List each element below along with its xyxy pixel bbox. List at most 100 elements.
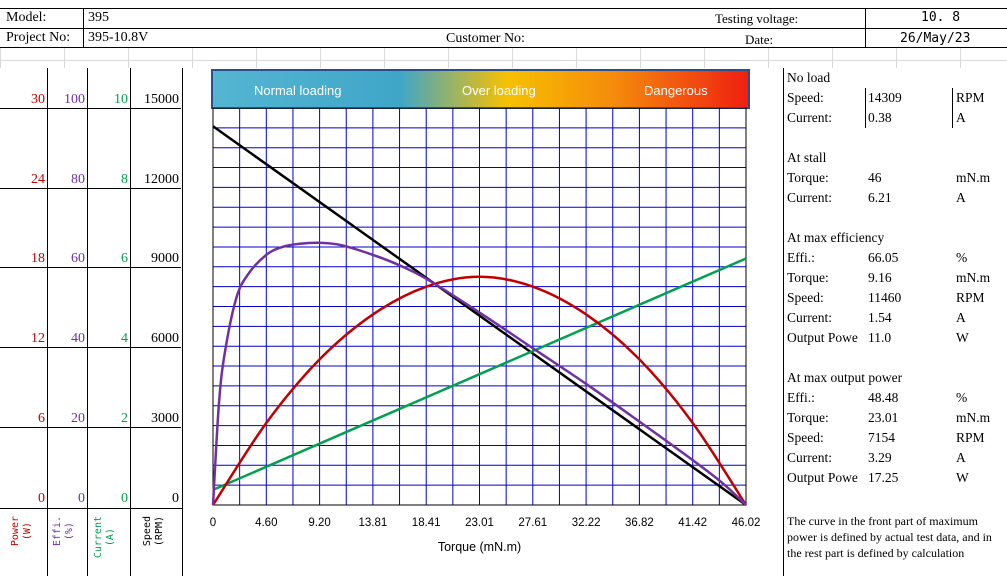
x-tick-label: 27.61 bbox=[518, 517, 547, 529]
speed-tick: 0 bbox=[172, 491, 179, 506]
maxpow-speed-unit: RPM bbox=[956, 430, 985, 445]
maxpow-speed-value: 7154 bbox=[868, 430, 895, 445]
axis-row-divider bbox=[47, 108, 87, 109]
noload-title: No load bbox=[787, 70, 831, 85]
model-value: 395 bbox=[88, 10, 109, 25]
x-tick-label: 0 bbox=[210, 517, 216, 529]
stall-title: At stall bbox=[787, 150, 827, 165]
maxpow-current-label: Current: bbox=[787, 450, 832, 465]
model-label: Model: bbox=[6, 10, 47, 25]
x-tick-label: 4.60 bbox=[255, 517, 277, 529]
speed-tick: 12000 bbox=[144, 172, 179, 187]
maxpow-effi-unit: % bbox=[956, 390, 968, 405]
current-tick: 8 bbox=[121, 172, 128, 187]
project-value: 395-10.8V bbox=[88, 30, 149, 45]
maxeff-torque-value: 9.16 bbox=[868, 270, 892, 285]
calculation-note: The curve in the front part of maximum p… bbox=[787, 514, 992, 560]
maxpow-title: At max output power bbox=[787, 370, 903, 385]
axis-row-divider bbox=[0, 267, 47, 268]
power-tick: 30 bbox=[31, 92, 45, 107]
stall-torque-label: Torque: bbox=[787, 170, 829, 185]
x-tick-label: 23.01 bbox=[465, 517, 494, 529]
maxpow-effi-value: 48.48 bbox=[868, 390, 899, 405]
maxeff-torque-label: Torque: bbox=[787, 270, 829, 285]
axis-row-divider bbox=[0, 188, 47, 189]
effi-tick: 20 bbox=[71, 411, 85, 426]
date-label: Date: bbox=[745, 32, 774, 47]
noload-current-label: Current: bbox=[787, 110, 832, 125]
axis-row-divider bbox=[47, 427, 87, 428]
stall-current-label: Current: bbox=[787, 190, 832, 205]
current-axis-name: Current (A) bbox=[93, 516, 116, 559]
current-tick: 10 bbox=[114, 92, 128, 107]
noload-speed-label: Speed: bbox=[787, 90, 824, 105]
maxeff-speed-label: Speed: bbox=[787, 290, 824, 305]
series-line-power bbox=[211, 275, 748, 506]
axis-row-divider bbox=[0, 347, 47, 348]
maxpow-power-unit: W bbox=[956, 470, 969, 485]
series-line-efficiency bbox=[211, 241, 747, 506]
power-tick: 0 bbox=[38, 491, 45, 506]
axis-row-divider bbox=[130, 267, 181, 268]
plot-frame bbox=[212, 108, 747, 506]
maxeff-current-unit: A bbox=[956, 310, 966, 325]
axis-row-divider bbox=[130, 347, 181, 348]
noload-speed-unit: RPM bbox=[956, 90, 985, 105]
noload-current-unit: A bbox=[956, 110, 966, 125]
maxpow-current-value: 3.29 bbox=[868, 450, 892, 465]
maxeff-effi-unit: % bbox=[956, 250, 968, 265]
axis-row-divider bbox=[87, 427, 130, 428]
power-tick: 12 bbox=[31, 331, 45, 346]
current-tick: 4 bbox=[121, 331, 128, 346]
x-tick-label: 41.42 bbox=[678, 517, 707, 529]
voltage-label: Testing voltage: bbox=[715, 11, 799, 26]
axis-row-divider bbox=[47, 267, 87, 268]
x-tick-label: 9.20 bbox=[308, 517, 330, 529]
maxpow-torque-unit: mN.m bbox=[956, 410, 991, 425]
normal-loading-label: Normal loading bbox=[254, 83, 342, 98]
chart-background bbox=[183, 68, 783, 576]
data-panel bbox=[783, 68, 1007, 576]
maxpow-speed-label: Speed: bbox=[787, 430, 824, 445]
x-axis-label: Torque (mN.m) bbox=[438, 540, 521, 554]
stall-current-value: 6.21 bbox=[868, 190, 892, 205]
current-tick: 0 bbox=[121, 491, 128, 506]
series-line-speed bbox=[212, 125, 747, 507]
plot-grid bbox=[212, 108, 747, 506]
axis-row-divider bbox=[87, 347, 130, 348]
current-tick: 2 bbox=[121, 411, 128, 426]
speed-axis-name: Speed (RPM) bbox=[142, 516, 165, 547]
maxeff-title: At max efficiency bbox=[787, 230, 885, 245]
project-label: Project No: bbox=[6, 30, 71, 45]
maxeff-current-label: Current: bbox=[787, 310, 832, 325]
noload-speed-value: 14309 bbox=[868, 90, 902, 105]
current-tick: 6 bbox=[121, 251, 128, 266]
axis-row-divider bbox=[87, 188, 130, 189]
over-loading-label: Over loading bbox=[462, 83, 536, 98]
axis-row-divider bbox=[47, 188, 87, 189]
effi-tick: 0 bbox=[78, 491, 85, 506]
performance-chart: 0 4.60 9.20 13.81 18.41 23.01 27.61 32.22 36.82 4… bbox=[210, 108, 761, 554]
axis-row-divider bbox=[130, 427, 181, 428]
maxeff-current-value: 1.54 bbox=[868, 310, 892, 325]
date-value: 26/May/23 bbox=[900, 31, 971, 46]
maxeff-power-unit: W bbox=[956, 330, 969, 345]
maxeff-torque-unit: mN.m bbox=[956, 270, 991, 285]
x-tick-label: 32.22 bbox=[572, 517, 601, 529]
axis-row-divider bbox=[47, 347, 87, 348]
axis-row-divider bbox=[87, 267, 130, 268]
x-tick-label: 46.02 bbox=[732, 517, 761, 529]
maxeff-power-value: 11.0 bbox=[868, 330, 892, 345]
power-tick: 6 bbox=[38, 411, 45, 426]
noload-current-value: 0.38 bbox=[868, 110, 892, 125]
maxpow-current-unit: A bbox=[956, 450, 966, 465]
maxeff-speed-value: 11460 bbox=[868, 290, 902, 305]
effi-tick: 80 bbox=[71, 172, 85, 187]
series-line-current bbox=[212, 257, 747, 492]
stall-current-unit: A bbox=[956, 190, 966, 205]
maxeff-effi-value: 66.05 bbox=[868, 250, 899, 265]
effi-tick: 100 bbox=[64, 92, 85, 107]
axis-panel bbox=[0, 68, 183, 576]
x-tick-label: 13.81 bbox=[359, 517, 388, 529]
maxeff-effi-label: Effi.: bbox=[787, 250, 815, 265]
